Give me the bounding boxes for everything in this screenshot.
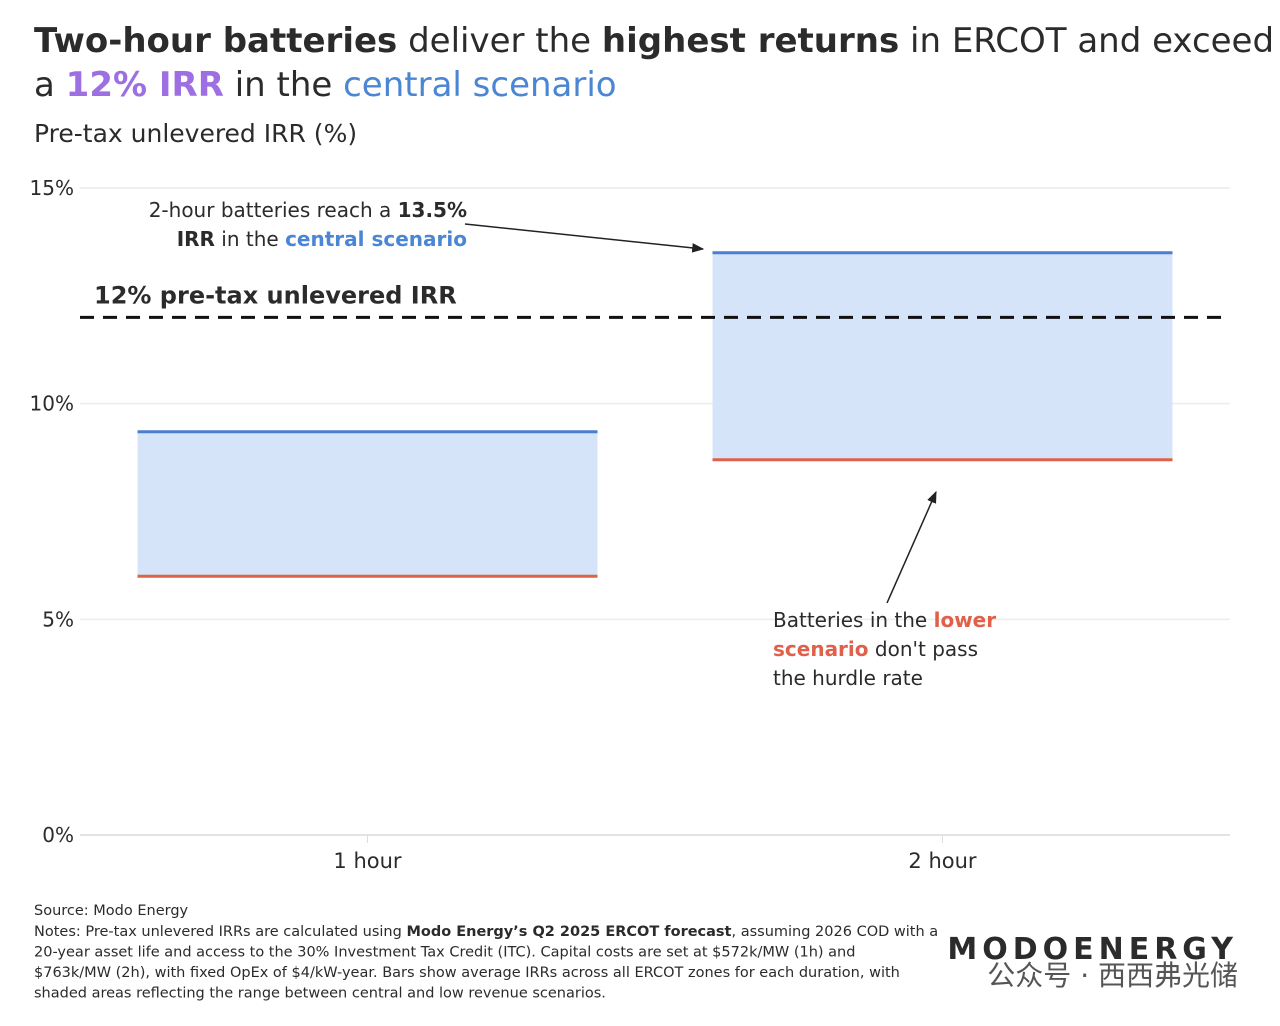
chart-title-segment: deliver the: [397, 21, 602, 61]
chart-title-segment: a: [34, 65, 66, 105]
annotation-segment: central scenario: [285, 227, 467, 251]
annotation-segment: in the: [215, 227, 285, 251]
range-area: [712, 252, 1173, 460]
chart-title-segment: in ERCOT and exceed: [899, 21, 1274, 61]
annotation-arrow: [464, 223, 705, 253]
annotation: scenario don't pass: [773, 637, 978, 661]
notes-segment: shaded areas reflecting the range betwee…: [34, 986, 606, 1002]
annotation-segment: the hurdle rate: [773, 666, 923, 690]
annotation-arrow: [886, 490, 937, 604]
x-tick-label: 2 hour: [908, 849, 977, 873]
source: Source: Modo Energy: [34, 903, 189, 919]
chart-title-segment: central scenario: [343, 65, 617, 105]
annotation: 2-hour batteries reach a 13.5%: [149, 198, 467, 222]
annotation: Batteries in the lower: [773, 608, 996, 632]
chart-title-segment: 12% IRR: [66, 65, 224, 105]
y-tick-label: 0%: [42, 823, 74, 847]
annotation-segment: IRR: [177, 227, 215, 251]
notes-segment: 20-year asset life and access to the 30%…: [34, 945, 855, 961]
annotation-segment: Batteries in the: [773, 608, 934, 632]
notes-segment: Modo Energy’s Q2 2025 ERCOT forecast: [406, 924, 731, 940]
notes-segment: Notes: Pre-tax unlevered IRRs are calcul…: [34, 924, 406, 940]
notes: shaded areas reflecting the range betwee…: [34, 986, 606, 1002]
notes-segment: $763k/MW (2h), with fixed OpEx of $4/kW-…: [34, 965, 900, 981]
annotation-segment: 13.5%: [398, 198, 467, 222]
annotation-segment: don't pass: [869, 637, 978, 661]
chart-title: Two-hour batteries deliver the highest r…: [34, 21, 1274, 61]
chart-title-segment: highest returns: [602, 21, 899, 61]
y-tick-label: 10%: [30, 392, 74, 416]
annotation-segment: 2-hour batteries reach a: [149, 198, 398, 222]
chart-title: a 12% IRR in the central scenario: [34, 65, 617, 105]
notes: 20-year asset life and access to the 30%…: [34, 945, 855, 961]
notes: Notes: Pre-tax unlevered IRRs are calcul…: [34, 924, 938, 940]
y-tick-label: 5%: [42, 607, 74, 631]
annotation-segment: lower: [934, 608, 997, 632]
hurdle-label: 12% pre-tax unlevered IRR: [94, 281, 457, 309]
chart-title-segment: Two-hour batteries: [34, 21, 397, 61]
watermark: 公众号 · 西西弗光储: [987, 959, 1238, 992]
logo: MODOENERGY: [947, 932, 1238, 967]
notes: $763k/MW (2h), with fixed OpEx of $4/kW-…: [34, 965, 900, 981]
range-area: [137, 431, 598, 577]
annotation: the hurdle rate: [773, 666, 923, 690]
notes-segment: , assuming 2026 COD with a: [732, 924, 939, 940]
annotation-segment: scenario: [773, 637, 869, 661]
x-tick-label: 1 hour: [333, 849, 402, 873]
chart-title-segment: in the: [224, 65, 343, 105]
annotation: IRR in the central scenario: [177, 227, 467, 251]
y-axis-label: Pre-tax unlevered IRR (%): [34, 119, 357, 148]
y-tick-label: 15%: [30, 176, 74, 200]
